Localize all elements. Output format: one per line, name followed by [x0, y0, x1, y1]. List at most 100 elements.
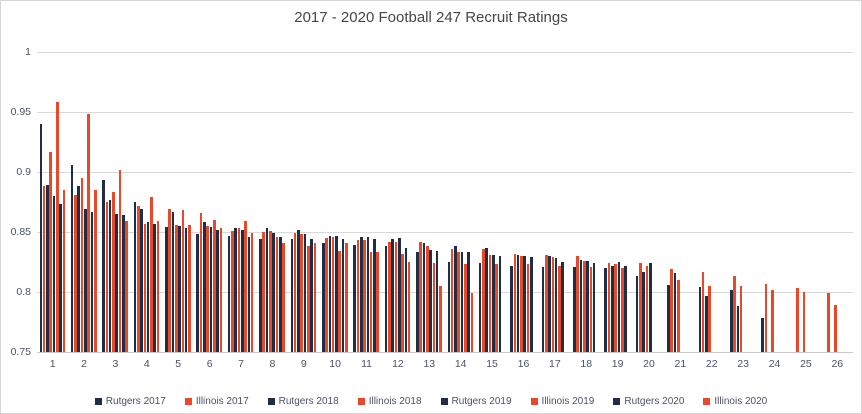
chart-bar	[325, 238, 328, 352]
chart-bar	[450, 248, 454, 352]
chart-bar	[834, 305, 837, 352]
chart-bar	[168, 209, 171, 352]
chart-legend: Rutgers 2017 Illinois 2017 Rutgers 2018 Ill…	[1, 396, 861, 407]
chart-bar	[561, 262, 565, 352]
x-axis-tick-label: 4	[143, 358, 150, 370]
chart-bar	[454, 246, 457, 352]
chart-bar	[736, 306, 740, 352]
chart-bar	[165, 227, 168, 352]
legend-swatch-icon	[267, 398, 275, 405]
chart-bar	[649, 263, 652, 352]
chart-bar	[199, 212, 203, 352]
chart-bar	[272, 233, 275, 352]
chart-bar	[247, 236, 251, 352]
chart-bar	[670, 269, 674, 352]
chart-bar	[523, 256, 527, 352]
chart-bar	[485, 247, 489, 352]
y-axis-tick-label: 0.75	[10, 346, 31, 358]
chart-bar	[70, 164, 74, 352]
chart-bar	[262, 232, 266, 352]
chart-bar	[102, 180, 105, 352]
chart-bar	[677, 280, 680, 352]
y-gridline	[37, 232, 853, 233]
chart-bar	[463, 264, 467, 352]
chart-bar	[407, 262, 411, 352]
legend-label: Rutgers 2020	[624, 396, 685, 407]
chart-bar	[275, 236, 279, 352]
chart-bar	[265, 228, 269, 352]
chart-bar	[827, 293, 830, 352]
chart-bar	[771, 289, 774, 352]
chart-bar	[80, 178, 84, 352]
chart-bar	[77, 186, 81, 352]
chart-bar	[419, 241, 422, 352]
chart-bar	[310, 239, 313, 352]
chart-bar	[404, 247, 408, 352]
chart-bar	[55, 102, 59, 352]
chart-bar	[307, 246, 310, 352]
chart-bar	[156, 221, 160, 352]
chart-bar	[181, 210, 185, 352]
chart-bar	[39, 124, 43, 352]
x-axis-tick-label: 15	[486, 358, 498, 370]
x-axis-tick-label: 24	[768, 358, 781, 370]
x-axis-tick-label: 10	[329, 358, 341, 370]
legend-label: Illinois 2018	[368, 396, 422, 407]
chart-bar	[432, 263, 436, 352]
chart-bar	[359, 236, 363, 352]
chart-bar	[520, 256, 523, 352]
x-axis-tick-label: 18	[580, 358, 593, 370]
chart-bar	[338, 251, 342, 352]
chart-bar	[369, 252, 373, 352]
chart-bar	[153, 223, 157, 352]
chart-bar	[388, 241, 391, 352]
legend-label: Rutgers 2017	[105, 396, 166, 407]
x-axis-tick-label: 22	[705, 358, 718, 370]
x-axis-tick-label: 20	[643, 358, 655, 370]
chart-bar	[548, 256, 551, 352]
chart-bar	[614, 264, 617, 352]
chart-bar	[84, 209, 87, 352]
chart-bar	[174, 224, 178, 352]
legend-swatch-icon	[357, 398, 365, 405]
chart-bar	[701, 271, 705, 352]
chart-bar	[384, 246, 388, 352]
chart-bar	[52, 196, 56, 352]
chart-bar	[269, 230, 272, 352]
legend-item: Rutgers 2019	[440, 396, 512, 407]
chart-bar	[429, 250, 432, 352]
chart-bar	[250, 233, 254, 352]
chart-bar	[293, 233, 297, 352]
legend-swatch-icon	[613, 398, 621, 405]
x-axis-tick-label: 13	[423, 358, 436, 370]
chart-bar	[227, 235, 231, 352]
chart-bar	[290, 239, 294, 352]
chart-bar	[42, 186, 46, 352]
chart-bar	[321, 242, 325, 352]
chart-bar	[705, 295, 708, 352]
chart-bar	[112, 192, 115, 352]
chart-bar	[219, 228, 223, 352]
chart-bar	[761, 318, 764, 352]
chart-bar	[300, 234, 304, 352]
chart-bar	[105, 202, 109, 352]
chart-bar	[802, 292, 806, 352]
chart-bar	[510, 265, 513, 352]
chart-bar	[617, 262, 621, 352]
x-axis-line	[37, 352, 853, 353]
y-axis-tick-label: 0.9	[16, 166, 31, 178]
chart-bar	[513, 253, 517, 352]
chart-bar	[708, 286, 712, 352]
legend-swatch-icon	[530, 398, 538, 405]
x-axis-tick-label: 25	[800, 358, 812, 370]
chart-bar	[331, 236, 335, 352]
legend-label: Rutgers 2018	[278, 396, 339, 407]
chart-bar	[573, 266, 576, 352]
chart-bar	[282, 242, 285, 352]
y-gridline	[37, 112, 853, 113]
chart-bar	[178, 226, 181, 352]
chart-bar	[544, 254, 548, 352]
x-axis-tick-label: 7	[238, 358, 244, 370]
legend-item: Illinois 2020	[703, 396, 767, 407]
y-gridline	[37, 292, 853, 293]
